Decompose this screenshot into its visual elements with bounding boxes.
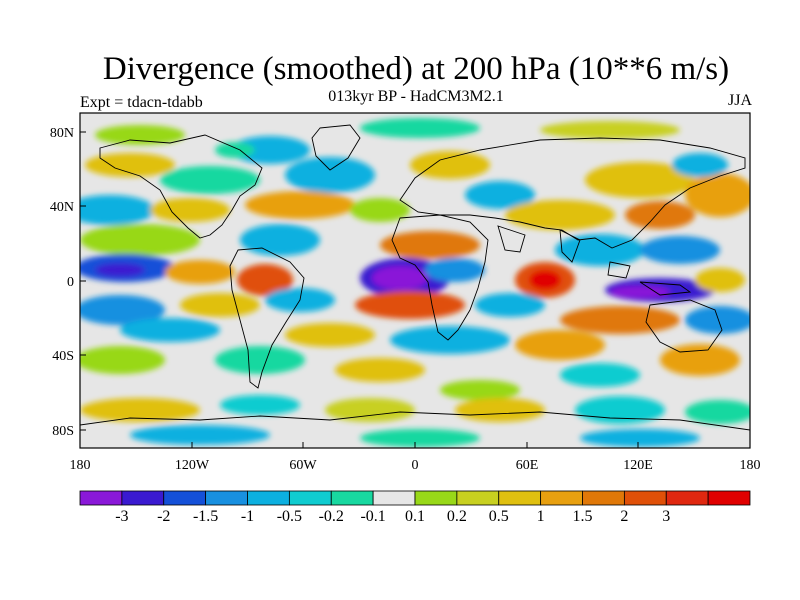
y-tick-label: 40N [50,200,74,215]
colorbar-swatch [623,490,667,506]
colorbar-swatch [456,490,500,506]
x-tick-label: 180 [740,458,761,473]
colorbar-swatch [372,490,416,506]
colorbar-swatch [540,490,583,506]
colorbar-swatch [247,490,290,506]
colorbar-swatch [205,490,248,506]
colorbar-swatch [665,490,709,506]
coastlines [80,124,750,431]
y-tick-label: 0 [67,275,74,290]
colorbar-swatch [582,490,625,506]
y-tick-label: 80S [52,424,74,439]
colorbar-swatch [498,490,542,506]
season-label: JJA [727,92,752,109]
colorbar [79,490,751,506]
colorbar-label: -2 [157,508,171,525]
colorbar-swatch [163,490,207,506]
colorbar-swatch [330,490,374,506]
x-tick-label: 60E [516,458,539,473]
colorbar-label: -1.5 [192,508,219,525]
colorbar-label: 0.1 [405,508,425,525]
x-tick-label: 120W [175,458,210,473]
x-tick-label: 120E [623,458,653,473]
colorbar-label: -0.1 [360,508,386,525]
experiment-label: Expt = tdacn-tdabb [80,94,203,111]
colorbar-label: 2 [620,508,629,525]
colorbar-label: 0.5 [488,508,509,525]
y-tick-label: 80N [50,126,74,141]
colorbar-swatch [414,490,458,506]
y-tick-label: 40S [52,349,74,364]
colorbar-label: 0.2 [446,508,467,525]
x-tick-label: 60W [289,458,317,473]
y-axis: 80N 40N 0 40S 80S [50,126,86,439]
colorbar-label: -3 [115,508,129,525]
plot-subtitle: 013kyr BP - HadCM3M2.1 [328,88,504,105]
colorbar-swatch [121,490,165,506]
colorbar-label: -0.5 [276,508,303,525]
plot-title: Divergence (smoothed) at 200 hPa (10**6 … [102,51,730,87]
divergence-field [80,113,750,448]
x-tick-label: 180 [70,458,91,473]
x-axis: 180 120W 60W 0 60E 120E 180 [70,442,761,473]
colorbar-label: 1 [536,508,545,525]
x-tick-label: 0 [412,458,419,473]
colorbar-swatch [288,490,332,506]
colorbar-label: 3 [662,508,671,525]
colorbar-label: 1.5 [572,508,593,525]
colorbar-label: -0.2 [318,508,344,525]
colorbar-swatch [707,490,751,506]
colorbar-label: -1 [240,508,255,525]
colorbar-swatch [79,490,123,506]
